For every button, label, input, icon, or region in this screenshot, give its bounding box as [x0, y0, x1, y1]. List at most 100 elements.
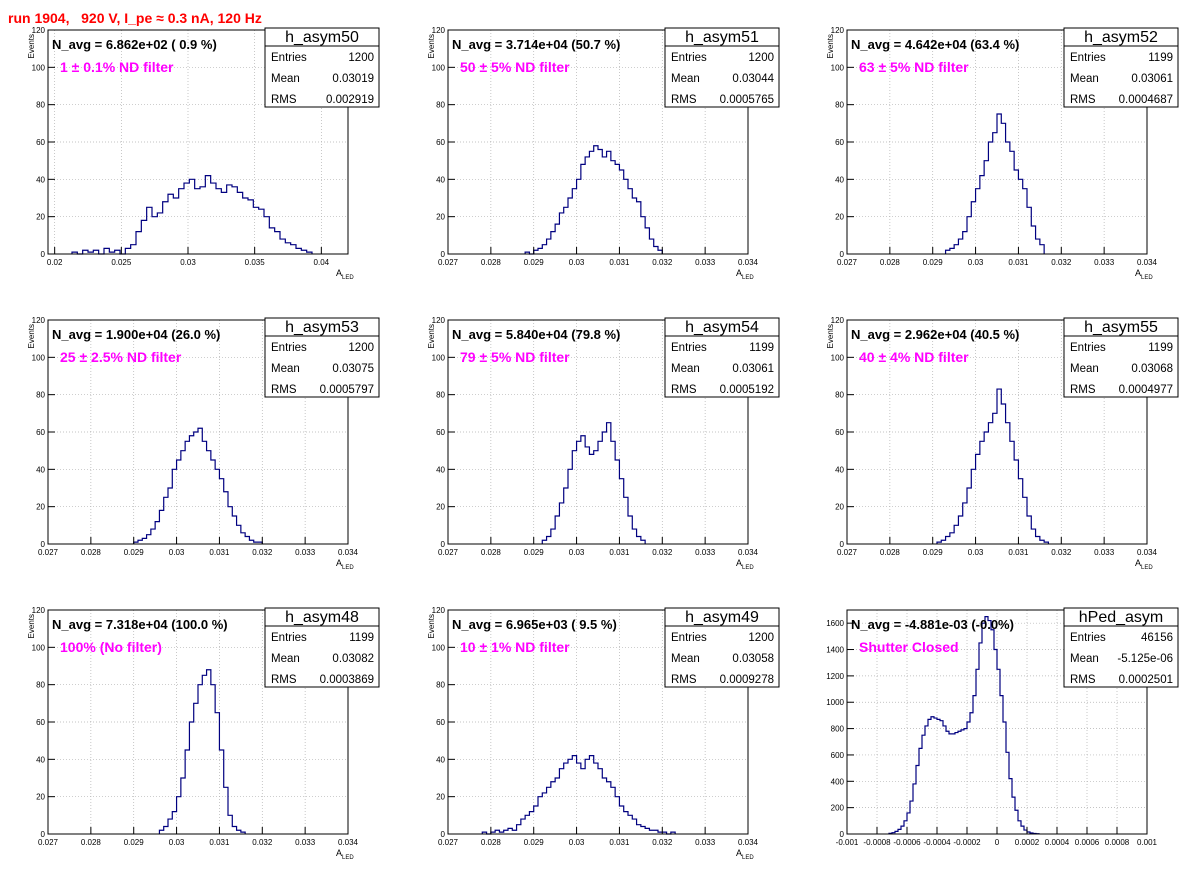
histogram-bin	[547, 787, 551, 834]
histogram-bin	[589, 454, 593, 544]
histogram-bin	[125, 248, 130, 254]
histogram-bin	[168, 819, 172, 834]
y-tick-label: 0	[41, 830, 46, 839]
histogram-panel-h_asym50: 0.02 0.025 0.03 0.035 0.04 0 20 40 60 80 100 120Eve…	[27, 26, 380, 281]
histogram-bin	[151, 529, 155, 544]
x-tick-label: 0.025	[111, 258, 132, 267]
filter-label: 100% (No filter)	[60, 639, 162, 655]
y-tick-label: 20	[436, 213, 445, 222]
histogram-bin	[155, 522, 159, 544]
x-tick-label: 0.027	[438, 258, 459, 267]
histogram-bin	[949, 734, 952, 834]
y-tick-label: 100	[32, 353, 46, 362]
histogram-name: h_asym53	[285, 319, 359, 336]
histogram-bin	[568, 198, 572, 254]
histogram-bin	[988, 142, 992, 254]
y-tick-label: 80	[436, 101, 445, 110]
y-tick-label: 20	[835, 503, 844, 512]
x-tick-label: 0.027	[837, 258, 858, 267]
y-tick-label: 20	[436, 793, 445, 802]
histogram-bin	[971, 202, 975, 254]
histogram-bin	[958, 731, 961, 834]
histogram-panel-h_asym54: 0.027 0.028 0.029 0.03 0.031 0.032 0.033 0.034 0…	[427, 316, 780, 571]
stat-value: 0.03044	[732, 73, 774, 85]
histogram-bin	[185, 750, 189, 834]
histogram-bin	[538, 797, 542, 834]
histogram-bin	[654, 247, 658, 254]
histogram-bin	[632, 819, 636, 834]
histogram-bin	[534, 806, 538, 834]
x-tick-label: 0.033	[295, 838, 316, 847]
filter-label: 63 ± 5% ND filter	[859, 59, 969, 75]
histogram-bin	[221, 192, 226, 254]
histogram-bin	[228, 507, 232, 544]
histogram-bin	[253, 207, 258, 254]
filter-label: 40 ± 4% ND filter	[859, 349, 969, 365]
histogram-bin	[538, 248, 542, 254]
histogram-bin	[1014, 460, 1018, 544]
y-tick-label: 40	[36, 755, 45, 764]
n-avg-header: N_avg = 6.965e+03 ( 9.5 %)	[452, 617, 617, 632]
x-tick-label: 0.028	[81, 838, 102, 847]
histogram-bin	[628, 516, 632, 544]
histogram-bin	[219, 750, 223, 834]
histogram-bin	[645, 228, 649, 254]
filter-label: 25 ± 2.5% ND filter	[60, 349, 182, 365]
histogram-bin	[157, 213, 162, 254]
y-tick-label: 200	[831, 804, 845, 813]
stat-label: Mean	[1070, 73, 1099, 85]
histogram-bin	[525, 815, 529, 834]
histogram-bin	[228, 815, 232, 834]
histogram-bin	[988, 621, 991, 834]
histogram-bin	[1036, 239, 1040, 254]
histogram-bin	[967, 488, 971, 544]
histogram-bin	[619, 170, 623, 254]
n-avg-header: N_avg = 5.840e+04 (79.8 %)	[452, 327, 620, 342]
x-tick-label: -0.0004	[923, 838, 951, 847]
stats-box	[1063, 27, 1179, 108]
histogram-bin	[555, 516, 559, 544]
x-tick-label: 0.03	[569, 258, 585, 267]
stat-value: 0.03019	[332, 73, 374, 85]
histogram-bin	[589, 151, 593, 254]
histogram-bin	[572, 451, 576, 544]
stat-value: 0.0005192	[720, 384, 774, 396]
x-axis-title-main: A	[736, 268, 742, 278]
histogram-bin	[958, 516, 962, 544]
x-axis-title-sub: LED	[342, 275, 354, 281]
histogram-line	[888, 615, 1040, 835]
histogram-bin	[577, 441, 581, 544]
n-avg-header: N_avg = 2.962e+04 (40.5 %)	[851, 327, 1019, 342]
histogram-bin	[179, 189, 184, 254]
x-axis-title-sub: LED	[742, 275, 754, 281]
x-tick-label: 0.027	[438, 548, 459, 557]
x-tick-label: 0.03	[968, 548, 984, 557]
x-tick-label: 0.031	[209, 838, 230, 847]
x-tick-label: 0.027	[38, 548, 59, 557]
histogram-bin	[564, 488, 568, 544]
y-tick-label: 20	[36, 503, 45, 512]
x-axis-title-main: A	[336, 848, 342, 858]
stats-box	[664, 317, 780, 398]
histogram-bin	[104, 248, 109, 254]
stat-value: 0.03082	[332, 653, 374, 665]
histogram-bin	[645, 828, 649, 834]
x-tick-label: 0.03	[180, 258, 196, 267]
x-tick-label: 0.033	[695, 258, 716, 267]
x-axis-title: ALED	[336, 848, 354, 861]
y-tick-label: 60	[436, 138, 445, 147]
x-tick-label: 0.029	[524, 548, 545, 557]
x-tick-label: 0.031	[609, 548, 630, 557]
histogram-bin	[1006, 423, 1010, 544]
y-tick-label: 40	[436, 465, 445, 474]
histogram-bin	[619, 479, 623, 544]
y-tick-label: 120	[432, 606, 446, 615]
histogram-bin	[547, 239, 551, 254]
histogram-line	[158, 669, 246, 834]
stat-value: 0.03075	[332, 363, 374, 375]
histogram-bin	[940, 721, 943, 834]
x-axis-title-main: A	[736, 848, 742, 858]
x-tick-label: 0.032	[1051, 548, 1072, 557]
histogram-bin	[943, 726, 946, 834]
histogram-bin	[993, 133, 997, 254]
